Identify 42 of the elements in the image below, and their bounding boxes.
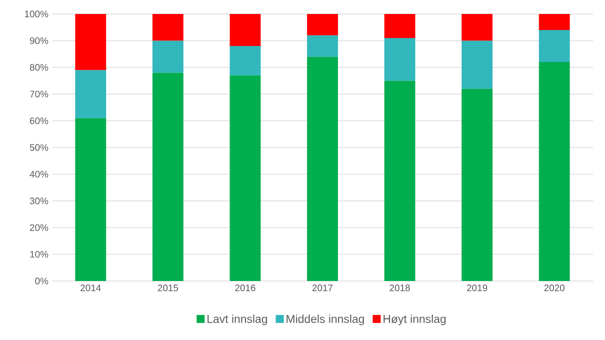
- x-tick-label: 2017: [312, 284, 333, 292]
- bar: [75, 14, 106, 70]
- x-tick-label: 2018: [390, 284, 410, 292]
- bar: [307, 14, 338, 36]
- y-tick-label: 70%: [30, 90, 48, 98]
- y-tick-label: 80%: [30, 64, 48, 71]
- legend-label: Middels innslag: [286, 314, 364, 326]
- bar: [384, 80, 416, 281]
- y-tick-label: 0%: [35, 278, 48, 284]
- bar: [307, 56, 338, 281]
- y-tick-label: 40%: [30, 170, 48, 178]
- bar: [462, 88, 493, 281]
- bar: [307, 35, 338, 57]
- x-tick-label: 2016: [235, 284, 256, 292]
- y-tick-label: 90%: [30, 37, 48, 44]
- y-tick-label: 100%: [24, 10, 48, 18]
- x-tick-label: 2014: [80, 284, 101, 292]
- legend-label: Lavt innslag: [208, 314, 267, 326]
- bar: [538, 14, 570, 30]
- bar: [75, 118, 106, 281]
- bar: [538, 30, 570, 62]
- bar: [230, 14, 261, 46]
- bar: [75, 70, 106, 118]
- y-tick-label: 20%: [30, 224, 48, 231]
- x-tick-label: 2019: [467, 284, 488, 292]
- bar: [230, 75, 261, 281]
- y-tick-label: 50%: [30, 144, 48, 151]
- bar: [462, 14, 493, 41]
- bar: [152, 14, 184, 41]
- bar: [230, 46, 261, 76]
- bar: [462, 40, 493, 89]
- x-tick-label: 2020: [544, 284, 565, 292]
- legend-label: Høyt innslag: [384, 314, 446, 326]
- bar: [152, 72, 184, 281]
- y-tick-label: 10%: [30, 250, 48, 258]
- bar: [384, 38, 416, 81]
- bar: [538, 62, 570, 281]
- y-tick-label: 60%: [30, 117, 48, 124]
- y-tick-label: 30%: [30, 198, 48, 204]
- bar: [384, 14, 416, 38]
- x-tick-label: 2015: [158, 284, 178, 292]
- bar: [152, 40, 184, 73]
